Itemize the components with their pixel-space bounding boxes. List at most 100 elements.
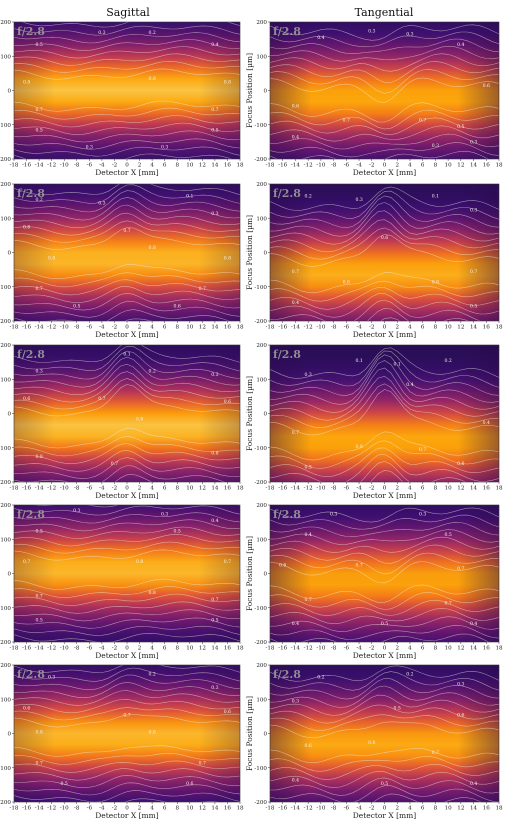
contour-line (14, 153, 233, 159)
x-tick-label: -10 (316, 806, 325, 812)
contour-line (14, 130, 240, 143)
x-tick-label: 6 (421, 806, 425, 812)
contour-line (14, 601, 240, 614)
contour-label: 0.2 (406, 671, 413, 677)
x-axis-label: Detector X [mm] (95, 491, 158, 500)
contour-label: 0.7 (432, 750, 439, 756)
y-tick-label: 0 (7, 732, 11, 738)
contour-line (14, 681, 240, 699)
x-tick-label: 4 (150, 486, 154, 492)
contour-label: 0.3 (330, 511, 337, 517)
x-tick-label: 12 (457, 646, 465, 652)
contour-label: 0.5 (381, 781, 388, 787)
contour-label: 0.7 (123, 712, 130, 718)
contour-label: 0.8 (224, 80, 231, 86)
x-tick-label: 8 (434, 325, 438, 331)
x-tick-label: 4 (150, 325, 154, 331)
contour-line (270, 447, 499, 478)
contour-line (270, 514, 499, 530)
x-tick-label: 16 (224, 325, 232, 331)
x-tick-label: -14 (35, 806, 44, 812)
contour-line (14, 609, 240, 622)
x-tick-label: -6 (87, 163, 93, 169)
y-tick-label: -200 (0, 640, 11, 646)
x-tick-label: -10 (60, 163, 69, 169)
contour-label: 0.7 (123, 228, 130, 234)
contour-line (270, 293, 499, 318)
x-tick-label: 16 (224, 806, 232, 812)
contour-line (14, 227, 240, 250)
x-tick-label: -8 (331, 806, 337, 812)
contour-label: 0.4 (292, 621, 299, 627)
x-tick-label: 14 (470, 646, 478, 652)
y-tick-label: 100 (0, 216, 11, 222)
y-axis-label: Focus Position [µm] (245, 696, 254, 771)
x-tick-label: -10 (316, 486, 325, 492)
contour-label: 0.5 (35, 42, 42, 48)
y-tick-label: 200 (0, 343, 11, 349)
fnumber-label: f/2.8 (17, 187, 45, 200)
contour-label: 0.6 (186, 781, 193, 787)
contour-label: 0.8 (148, 730, 155, 736)
panel-tangential-1: 0.4 0.3 0.3 0.4 0.6 0.6 0.7 0.7 0.5 0.4 0.3 0.3 f/2.… (245, 20, 503, 177)
fnumber-label: f/2.8 (273, 348, 301, 361)
y-tick-label: 0 (263, 572, 267, 578)
contour-line (14, 449, 240, 472)
x-tick-label: 8 (175, 646, 179, 652)
x-tick-label: -8 (74, 163, 80, 169)
x-tick-label: -8 (331, 486, 337, 492)
contour-line (14, 541, 240, 554)
contour-label: 0.5 (35, 528, 42, 534)
x-tick-label: -6 (87, 806, 93, 812)
contour-line (14, 100, 240, 112)
x-tick-label: -18 (265, 163, 274, 169)
x-tick-label: 18 (495, 325, 503, 331)
x-axis-label: Detector X [mm] (353, 651, 416, 660)
contour-label: 0.2 (148, 368, 155, 374)
x-tick-label: -8 (74, 325, 80, 331)
contour-label: 0.8 (35, 454, 42, 460)
x-tick-label: -14 (35, 646, 44, 652)
contour-line (14, 190, 240, 213)
contour-label: 0.6 (279, 563, 286, 569)
panel-sagittal-1: 0.5 0.3 0.2 0.4 0.8 0.8 0.8 0.7 0.7 0.5 0.5 0.3 0.3 f… (0, 20, 244, 177)
contour-label: 0.7 (457, 566, 464, 572)
contour-label: 0.5 (444, 532, 451, 538)
x-tick-label: -10 (316, 646, 325, 652)
heatmap-edge-shading (270, 184, 499, 321)
x-tick-label: -6 (87, 325, 93, 331)
contour-line (14, 345, 240, 372)
x-tick-label: -12 (304, 325, 313, 331)
x-tick-label: -6 (344, 486, 350, 492)
contour-label: 0.8 (224, 255, 231, 261)
x-tick-label: 18 (236, 163, 244, 169)
x-tick-label: -16 (278, 486, 287, 492)
fnumber-label: f/2.8 (273, 508, 301, 521)
x-tick-label: 4 (150, 646, 154, 652)
contour-line (14, 146, 240, 157)
x-tick-label: -16 (22, 163, 31, 169)
contour-line (270, 53, 499, 72)
x-tick-label: 14 (211, 806, 219, 812)
x-tick-label: 18 (495, 163, 503, 169)
contour-line (14, 115, 240, 128)
y-tick-label: 100 (0, 537, 11, 543)
x-tick-label: -8 (331, 646, 337, 652)
contour-line (270, 561, 499, 584)
contour-label: 0.3 (305, 372, 312, 378)
contour-line (270, 227, 499, 260)
contour-label: 0.5 (470, 303, 477, 309)
contour-label: 0.1 (432, 194, 439, 200)
x-tick-label: 2 (395, 646, 399, 652)
contour-line (14, 593, 240, 606)
y-tick-label: 100 (256, 697, 267, 703)
x-tick-label: -6 (344, 646, 350, 652)
contour-line (14, 378, 240, 410)
contour-line (270, 234, 499, 267)
contour-label: 0.4 (470, 781, 477, 787)
x-tick-label: 4 (408, 325, 412, 331)
x-tick-label: -8 (74, 646, 80, 652)
contour-line (270, 694, 499, 716)
contour-line (270, 190, 499, 220)
y-tick-label: 0 (7, 89, 11, 95)
